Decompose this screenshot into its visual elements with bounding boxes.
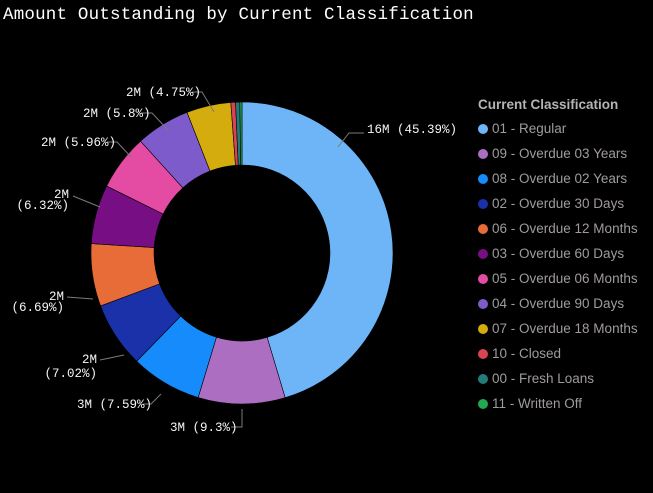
data-label: 16M (45.39%): [367, 123, 457, 137]
color-swatch-icon: [478, 273, 488, 284]
color-swatch-icon: [478, 173, 488, 184]
legend-items: 01 - Regular 09 - Overdue 03 Years 08 - Ov…: [478, 116, 652, 416]
legend-item-label: 07 - Overdue 18 Months: [492, 321, 638, 336]
data-label: 2M (5.8%): [83, 107, 151, 121]
legend-item-label: 09 - Overdue 03 Years: [492, 146, 628, 161]
legend-item-09-overdue-03-years[interactable]: 09 - Overdue 03 Years: [478, 141, 652, 166]
legend-item-10-closed[interactable]: 10 - Closed: [478, 341, 652, 366]
label-leader-line: [66, 296, 94, 300]
color-swatch-icon: [478, 198, 488, 209]
label-leader-line: [107, 141, 132, 158]
label-leader-line: [231, 409, 243, 428]
legend-item-label: 08 - Overdue 02 Years: [492, 171, 628, 186]
label-leader-line: [192, 91, 215, 113]
data-label: 3M (7.59%): [77, 398, 152, 412]
legend-item-05-overdue-06-months[interactable]: 05 - Overdue 06 Months: [478, 266, 652, 291]
color-swatch-icon: [478, 323, 488, 334]
color-swatch-icon: [478, 373, 488, 384]
legend-item-11-written-off[interactable]: 11 - Written Off: [478, 391, 652, 416]
donut-slice-11-written-off[interactable]: [239, 101, 243, 166]
legend-item-06-overdue-12-months[interactable]: 06 - Overdue 12 Months: [478, 216, 652, 241]
label-leader-line: [143, 393, 162, 405]
data-label: 2M (5.96%): [41, 136, 116, 150]
legend-item-label: 04 - Overdue 90 Days: [492, 296, 625, 311]
legend-title: Current Classification: [478, 97, 619, 112]
label-leader-line: [141, 112, 169, 131]
color-swatch-icon: [478, 248, 488, 259]
color-swatch-icon: [478, 223, 488, 234]
color-swatch-icon: [478, 298, 488, 309]
legend-item-02-overdue-30-days[interactable]: 02 - Overdue 30 Days: [478, 191, 652, 216]
label-leader-line: [72, 195, 101, 208]
color-swatch-icon: [478, 348, 488, 359]
legend-item-07-overdue-18-months[interactable]: 07 - Overdue 18 Months: [478, 316, 652, 341]
legend-item-label: 11 - Written Off: [492, 396, 583, 411]
legend-item-00-fresh-loans[interactable]: 00 - Fresh Loans: [478, 366, 652, 391]
legend-item-04-overdue-90-days[interactable]: 04 - Overdue 90 Days: [478, 291, 652, 316]
data-label: 2M (4.75%): [126, 86, 201, 100]
data-label: 3M (9.3%): [170, 421, 238, 435]
legend-item-08-overdue-02-years[interactable]: 08 - Overdue 02 Years: [478, 166, 652, 191]
legend-item-label: 06 - Overdue 12 Months: [492, 221, 638, 236]
color-swatch-icon: [478, 123, 488, 134]
legend-item-label: 03 - Overdue 60 Days: [492, 246, 625, 261]
legend-item-label: 10 - Closed: [492, 346, 562, 361]
label-leader-line: [99, 354, 125, 361]
legend-item-label: 00 - Fresh Loans: [492, 371, 595, 386]
chart-title: Amount Outstanding by Current Classifica…: [3, 5, 474, 25]
color-swatch-icon: [478, 398, 488, 409]
data-label: 2M (6.69%): [11, 290, 64, 315]
legend-item-01-regular[interactable]: 01 - Regular: [478, 116, 652, 141]
data-label: 2M (6.32%): [16, 188, 69, 213]
legend-item-03-overdue-60-days[interactable]: 03 - Overdue 60 Days: [478, 241, 652, 266]
legend-item-label: 02 - Overdue 30 Days: [492, 196, 625, 211]
label-leader-line: [337, 132, 364, 148]
color-swatch-icon: [478, 148, 488, 159]
data-label: 2M (7.02%): [44, 353, 97, 381]
legend: Current Classification 01 - Regular 09 - …: [478, 97, 652, 416]
legend-item-label: 01 - Regular: [492, 121, 567, 136]
donut-slice-01-regular[interactable]: [241, 101, 394, 399]
legend-item-label: 05 - Overdue 06 Months: [492, 271, 638, 286]
